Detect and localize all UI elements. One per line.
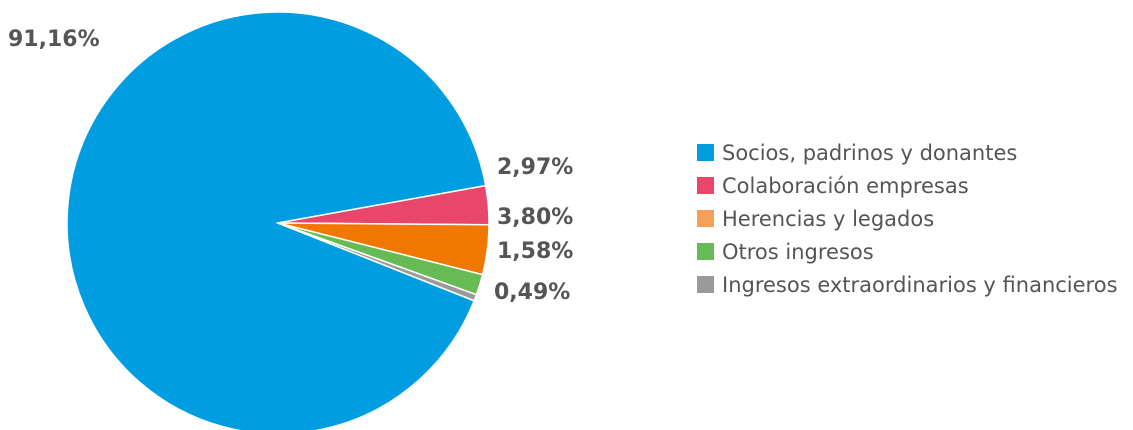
legend-swatch: [697, 144, 714, 161]
slice-extraordinarios[interactable]: [277, 222, 478, 302]
label-extraordinarios: 0,49%: [494, 280, 570, 305]
legend-label: Herencias y legados: [722, 206, 935, 231]
label-otros: 1,58%: [497, 239, 573, 264]
slice-socios[interactable]: [66, 11, 487, 430]
legend-swatch: [697, 177, 714, 194]
label-empresas: 2,97%: [497, 155, 573, 180]
pie-chart: 91,16% 2,97% 3,80% 1,58% 0,49%: [8, 11, 573, 430]
legend-swatch: [697, 210, 714, 227]
label-socios: 91,16%: [8, 27, 100, 52]
legend-item-extraordinarios[interactable]: Ingresos extraordinarios y financieros: [697, 268, 1118, 301]
legend-swatch: [697, 243, 714, 260]
label-herencias: 3,80%: [497, 205, 573, 230]
legend-label: Otros ingresos: [722, 239, 874, 264]
legend-label: Colaboración empresas: [722, 173, 969, 198]
legend-item-empresas[interactable]: Colaboración empresas: [697, 169, 1118, 202]
legend: Socios, padrinos y donantes Colaboración…: [697, 136, 1118, 301]
legend-item-herencias[interactable]: Herencias y legados: [697, 202, 1118, 235]
legend-item-socios[interactable]: Socios, padrinos y donantes: [697, 136, 1118, 169]
legend-label: Ingresos extraordinarios y financieros: [722, 272, 1118, 297]
legend-label: Socios, padrinos y donantes: [722, 140, 1018, 165]
legend-item-otros[interactable]: Otros ingresos: [697, 235, 1118, 268]
legend-swatch: [697, 276, 714, 293]
